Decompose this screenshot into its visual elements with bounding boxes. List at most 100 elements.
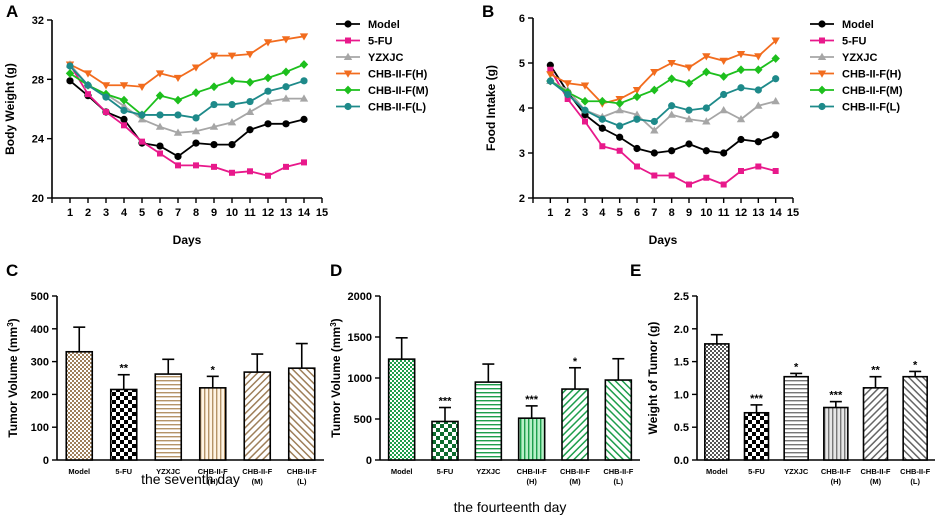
data-point [121,122,127,129]
legend-label: YZXJC [368,52,404,64]
y-tick-label: 32 [32,15,44,27]
bar-group-CHB-II-F (M): * CHB-II-F(M) [560,356,590,486]
data-point [245,51,255,59]
data-point [281,36,291,44]
x-tick-label: (M) [870,477,882,486]
series-CHB-II-F(H) [65,33,309,91]
x-tick-label: YZXJC [784,467,809,476]
legend-label: CHB-II-F(L) [368,102,426,114]
y-axis-title: Body Weight (g) [3,63,17,155]
legend-label: CHB-II-F(L) [842,102,900,114]
x-tick-label: CHB-II-F [900,467,930,476]
y-tick-label: 1.0 [674,389,689,401]
data-point [139,138,145,145]
x-axis-title: Days [649,233,678,247]
y-tick-label: 20 [32,193,44,205]
data-point [667,110,676,118]
series-line [549,64,776,154]
x-tick-label: 5 [617,207,623,219]
bar-group-5-FU: *** 5-FU [431,396,459,476]
data-point [546,71,555,79]
data-point [174,111,182,119]
legend-label: YZXJC [842,52,878,64]
data-point [616,147,623,154]
data-point [632,92,642,102]
data-point [754,53,763,61]
bar [862,387,889,461]
y-axis-title-part: ) [6,318,20,322]
bar [154,373,183,461]
data-point [668,172,675,179]
x-tick-label: (H) [526,477,537,486]
y-tick-label: 3 [519,148,525,160]
data-point [211,163,217,170]
x-tick-label: 2 [565,207,571,219]
data-point [668,147,676,155]
data-point [737,135,745,144]
data-point [580,82,590,90]
x-tick-label: 12 [735,207,747,219]
bar [823,406,849,461]
y-tick-label: 1000 [348,373,372,385]
significance-label: *** [829,390,843,402]
legend-label: 5-FU [842,36,867,48]
data-point [192,139,200,147]
bar-chart-E: E 0.0 0.5 1.0 1.5 2.0 2.5 Weight of Tumor (g) Mo… [630,261,935,486]
series-line [69,35,305,88]
significance-label: *** [525,394,539,406]
data-point [547,66,554,73]
x-tick-label: 14 [770,207,783,219]
legend-label: CHB-II-F(M) [842,85,903,97]
data-point [155,122,165,130]
y-axis-title-part: Tumor Volume (mm [329,327,343,438]
bar-group-CHB-II-F (H): *** CHB-II-F(H) [821,390,851,486]
data-point [754,65,763,75]
data-point [227,118,237,126]
data-point [299,94,309,102]
data-point [191,127,201,135]
bar-chart-C: C 0 100 200 300 400 500 Tumor Volume (mm3) Model… [6,261,324,487]
significance-label: * [211,364,216,376]
data-point [156,142,164,150]
data-point [632,87,642,95]
series-line [549,57,777,105]
bar-group-CHB-II-F (H): *** CHB-II-F(H) [517,394,547,486]
data-point [736,65,746,75]
x-tick-label: YZXJC [476,467,501,476]
x-tick-label: (M) [252,477,264,486]
y-tick-label: 400 [31,324,49,336]
bar-group-CHB-II-F (H): * CHB-II-F(H) [198,364,228,486]
bar [902,375,928,461]
data-point [101,82,111,90]
x-tick-label: (L) [910,477,920,486]
y-axis-title: Weight of Tumor (g) [646,322,660,435]
legend-label: Model [842,19,874,31]
bar [743,411,770,461]
bar [704,343,730,461]
legend-swatch-marker [818,102,826,111]
data-point [581,106,589,114]
y-tick-label: 0 [366,455,372,467]
x-tick-label: 6 [157,207,163,219]
x-tick-label: 2 [85,207,91,219]
legend-swatch-marker [345,37,351,44]
y-tick-label: 5 [519,58,525,70]
data-point [772,168,779,174]
data-point [686,181,692,188]
data-point [263,97,273,105]
legend-swatch-marker [817,70,827,78]
legend-swatch-marker [344,20,352,28]
data-point [737,84,745,92]
y-tick-label: 24 [32,134,45,146]
significance-label: ** [871,365,880,377]
data-point [684,78,694,88]
x-tick-label: Model [391,467,413,476]
data-point [209,122,219,130]
data-point [772,75,780,83]
y-tick-label: 100 [31,422,49,434]
data-point [650,69,659,77]
data-point [685,140,693,148]
bar-group-YZXJC: YZXJC [474,363,503,476]
bar [109,388,138,461]
